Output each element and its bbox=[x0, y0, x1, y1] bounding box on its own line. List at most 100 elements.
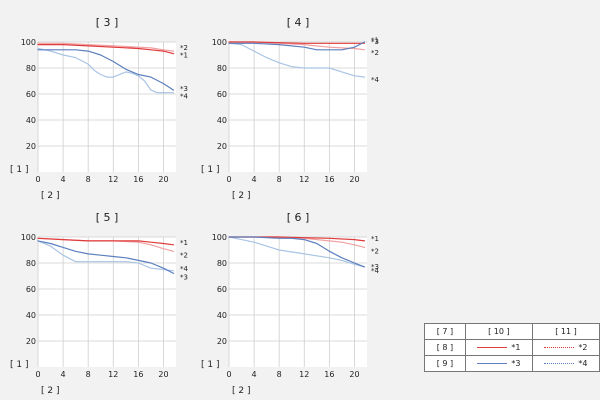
series-line-star4 bbox=[228, 236, 366, 268]
y-axis-label: [ 1 ] bbox=[201, 360, 219, 370]
legend-entry-dotted-red: *2 bbox=[531, 339, 600, 356]
series-end-label: *3 bbox=[180, 273, 188, 281]
y-axis-label: [ 1 ] bbox=[10, 165, 28, 175]
dotted-red-line-swatch bbox=[544, 347, 575, 348]
y-tick-label: 40 bbox=[26, 116, 36, 125]
x-tick-label: 16 bbox=[133, 175, 143, 184]
x-tick-label: 4 bbox=[61, 175, 66, 184]
y-tick-label: 60 bbox=[26, 90, 36, 99]
chart-panel-2: [ 4 ] 20 40 60 80 100 0 4 8 12 16 20 [ 1 ] [ 2 ] *1 *2 *… bbox=[201, 16, 380, 201]
y-axis-label: [ 1 ] bbox=[201, 165, 219, 175]
y-tick-label: 80 bbox=[217, 64, 227, 73]
series-line-star3 bbox=[37, 240, 175, 274]
y-tick-label: 20 bbox=[26, 142, 36, 151]
plot-area bbox=[229, 42, 367, 172]
y-tick-label: 40 bbox=[217, 311, 227, 320]
x-tick-label: 8 bbox=[86, 370, 91, 379]
series-line-star4 bbox=[228, 42, 366, 78]
y-tick-label: 20 bbox=[217, 142, 227, 151]
x-tick-label: 8 bbox=[277, 370, 282, 379]
series-line-star3 bbox=[228, 236, 366, 268]
series-line-star1 bbox=[228, 41, 366, 44]
legend-entry-label: *2 bbox=[578, 343, 588, 352]
solid-blue-line-swatch bbox=[477, 363, 508, 364]
series-end-label: *2 bbox=[180, 44, 188, 52]
x-tick-label: 8 bbox=[277, 175, 282, 184]
y-tick-label: 100 bbox=[212, 38, 227, 47]
chart-panel-3: [ 5 ] 20 40 60 80 100 0 4 8 12 16 20 [ 1 ] [ 2 ] *1 *2 *… bbox=[10, 211, 189, 396]
legend-table: [ 7 ] [ 10 ] [ 11 ] [ 8 ] *1 *2 [ 9 ] *3… bbox=[424, 323, 600, 372]
y-tick-label: 100 bbox=[212, 233, 227, 242]
x-tick-label: 12 bbox=[108, 370, 118, 379]
series-end-label: *3 bbox=[371, 38, 379, 46]
x-tick-label: 16 bbox=[324, 370, 334, 379]
y-tick-label: 40 bbox=[26, 311, 36, 320]
legend-header-col1: [ 10 ] bbox=[464, 323, 533, 340]
legend-entry-label: *4 bbox=[578, 359, 588, 368]
series-end-label: *4 bbox=[371, 76, 380, 84]
y-tick-label: 100 bbox=[21, 233, 36, 242]
chart-title: [ 4 ] bbox=[287, 16, 310, 29]
legend-row-blue: [ 9 ] *3 *4 bbox=[424, 355, 600, 372]
x-axis-label: [ 2 ] bbox=[41, 386, 59, 396]
legend-header-row: [ 7 ] [ 10 ] [ 11 ] bbox=[424, 323, 600, 340]
plot-area bbox=[38, 42, 176, 172]
x-axis-label: [ 2 ] bbox=[232, 386, 250, 396]
legend-entry-dotted-blue: *4 bbox=[531, 355, 600, 372]
series-end-label: *1 bbox=[180, 239, 188, 247]
chart-title: [ 6 ] bbox=[287, 211, 310, 224]
series-end-label: *1 bbox=[180, 52, 188, 60]
y-tick-label: 60 bbox=[26, 285, 36, 294]
legend-row-red: [ 8 ] *1 *2 bbox=[424, 339, 600, 356]
series-line-star4 bbox=[37, 47, 175, 94]
y-tick-label: 80 bbox=[217, 259, 227, 268]
x-tick-label: 0 bbox=[35, 370, 40, 379]
series-end-label: *3 bbox=[371, 263, 379, 271]
y-tick-label: 60 bbox=[217, 285, 227, 294]
y-tick-label: 100 bbox=[21, 38, 36, 47]
x-tick-label: 20 bbox=[349, 370, 359, 379]
y-tick-label: 60 bbox=[217, 90, 227, 99]
legend-entry-label: *3 bbox=[511, 359, 521, 368]
series-line-star2 bbox=[37, 42, 175, 52]
y-tick-label: 80 bbox=[26, 64, 36, 73]
series-end-label: *1 bbox=[371, 36, 379, 44]
x-tick-label: 16 bbox=[133, 370, 143, 379]
y-tick-label: 40 bbox=[217, 116, 227, 125]
chart-title: [ 3 ] bbox=[96, 16, 119, 29]
dotted-blue-line-swatch bbox=[544, 363, 575, 364]
series-line-star3 bbox=[228, 41, 366, 51]
legend-entry-solid-red: *1 bbox=[464, 339, 533, 356]
y-axis-label: [ 1 ] bbox=[10, 360, 28, 370]
y-tick-label: 20 bbox=[217, 337, 227, 346]
x-tick-label: 8 bbox=[86, 175, 91, 184]
x-tick-label: 20 bbox=[349, 175, 359, 184]
series-end-label: *3 bbox=[180, 85, 188, 93]
series-end-label: *2 bbox=[371, 49, 379, 57]
series-end-label: *1 bbox=[371, 235, 379, 243]
series-end-label: *4 bbox=[180, 93, 189, 101]
series-line-star3 bbox=[37, 49, 175, 91]
chart-panel-4: [ 6 ] 20 40 60 80 100 0 4 8 12 16 20 [ 1 ] [ 2 ] *1 *2 *… bbox=[201, 211, 380, 396]
plot-area bbox=[229, 237, 367, 367]
series-end-label: *4 bbox=[371, 267, 380, 275]
series-end-label: *4 bbox=[180, 265, 189, 273]
x-tick-label: 0 bbox=[226, 175, 231, 184]
x-axis-label: [ 2 ] bbox=[41, 191, 59, 201]
series-line-star1 bbox=[37, 43, 175, 55]
legend-entry-label: *1 bbox=[511, 343, 521, 352]
x-tick-label: 12 bbox=[108, 175, 118, 184]
solid-red-line-swatch bbox=[477, 347, 508, 348]
x-tick-label: 0 bbox=[35, 175, 40, 184]
x-tick-label: 4 bbox=[61, 370, 66, 379]
x-tick-label: 12 bbox=[299, 175, 309, 184]
x-axis-label: [ 2 ] bbox=[232, 191, 250, 201]
chart-panel-1: [ 3 ] 20 40 60 80 100 0 4 8 12 16 20 [ 1 ] [ 2 ] *1*2 *… bbox=[10, 16, 189, 201]
series-end-label: *2 bbox=[371, 247, 379, 255]
series-line-star4 bbox=[37, 240, 175, 272]
x-tick-label: 20 bbox=[158, 175, 168, 184]
legend-header-col0: [ 7 ] bbox=[424, 323, 466, 340]
y-tick-label: 80 bbox=[26, 259, 36, 268]
x-tick-label: 0 bbox=[226, 370, 231, 379]
